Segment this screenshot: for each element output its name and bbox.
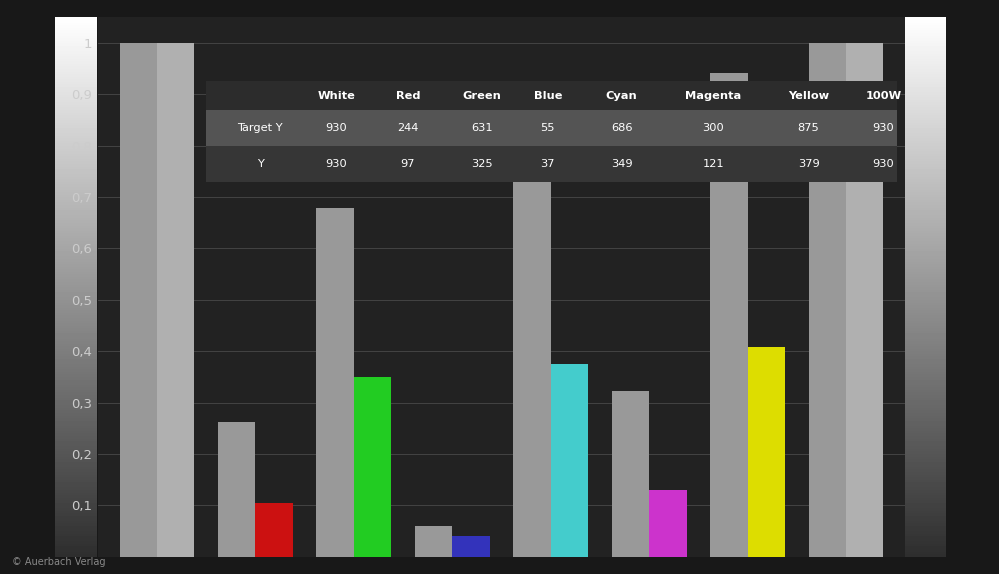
Text: 686: 686 [610,123,632,133]
Text: 379: 379 [798,158,819,169]
Text: 930: 930 [326,123,347,133]
Text: 631: 631 [471,123,493,133]
Text: 349: 349 [610,158,632,169]
Text: Magenta: Magenta [685,91,741,100]
Bar [747,347,785,557]
Text: Y: Y [257,158,264,169]
Text: © Auerbach Verlag: © Auerbach Verlag [12,557,106,567]
Bar [218,422,256,557]
Bar [354,377,392,557]
Bar [846,43,883,557]
Text: 121: 121 [702,158,724,169]
Text: 97: 97 [401,158,416,169]
Text: 875: 875 [798,123,819,133]
Text: 244: 244 [398,123,419,133]
Text: 930: 930 [872,158,894,169]
Bar [206,82,897,110]
Bar [317,208,354,557]
Bar [550,364,588,557]
Text: Target Y: Target Y [238,123,283,133]
Bar [808,43,846,557]
Text: 930: 930 [326,158,347,169]
Text: 930: 930 [872,123,894,133]
Bar [206,110,897,146]
Bar [649,490,686,557]
Bar [206,146,897,181]
Bar [256,503,293,557]
Text: Cyan: Cyan [605,91,637,100]
Text: Yellow: Yellow [788,91,829,100]
Text: Red: Red [396,91,421,100]
Bar [157,43,195,557]
Bar [513,178,550,557]
Text: 300: 300 [702,123,724,133]
Text: 100W: 100W [865,91,901,100]
Text: Blue: Blue [533,91,562,100]
Bar [611,391,649,557]
Bar [710,73,747,557]
Bar [120,43,157,557]
Bar [453,536,490,557]
Bar [415,526,453,557]
Text: Green: Green [463,91,501,100]
Text: White: White [318,91,355,100]
Text: 37: 37 [540,158,555,169]
Text: 325: 325 [471,158,493,169]
Text: 55: 55 [540,123,555,133]
